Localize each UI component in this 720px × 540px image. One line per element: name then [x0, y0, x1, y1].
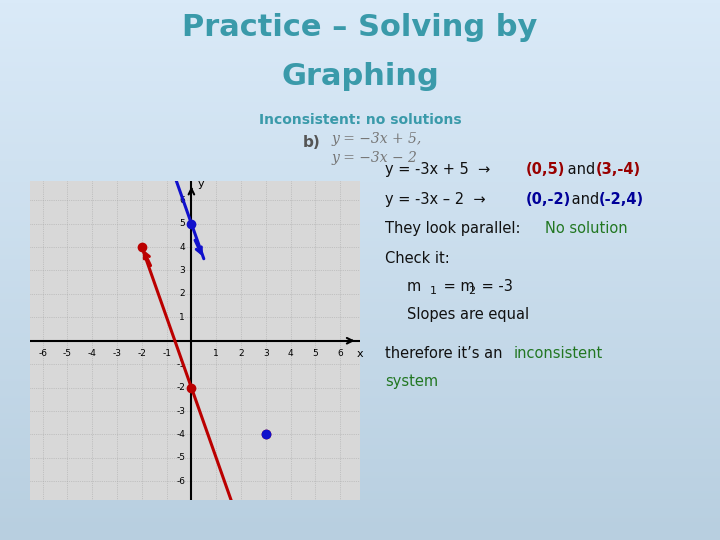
Text: -4: -4 — [176, 430, 185, 439]
Text: y: y — [197, 179, 204, 189]
Text: -3: -3 — [112, 349, 122, 358]
Text: They look parallel:: They look parallel: — [385, 221, 534, 237]
Text: -3: -3 — [176, 407, 185, 415]
Text: -5: -5 — [176, 454, 185, 462]
Text: 2: 2 — [179, 289, 185, 299]
Text: (-2,4): (-2,4) — [598, 192, 644, 207]
Text: 1: 1 — [179, 313, 185, 322]
Text: and: and — [563, 162, 600, 177]
Text: -4: -4 — [88, 349, 96, 358]
Text: Practice – Solving by: Practice – Solving by — [182, 14, 538, 43]
Text: Graphing: Graphing — [281, 62, 439, 91]
Text: -1: -1 — [176, 360, 185, 369]
Text: y = −3x + 5,: y = −3x + 5, — [331, 132, 421, 146]
Text: 2: 2 — [238, 349, 244, 358]
Text: 3: 3 — [263, 349, 269, 358]
Text: -1: -1 — [162, 349, 171, 358]
Text: 5: 5 — [179, 219, 185, 228]
Text: Slopes are equal: Slopes are equal — [407, 307, 529, 322]
Text: 6: 6 — [179, 195, 185, 205]
Text: therefore it’s an: therefore it’s an — [385, 346, 508, 361]
Text: y = -3x + 5  →: y = -3x + 5 → — [385, 162, 500, 177]
Text: inconsistent: inconsistent — [513, 346, 603, 361]
Text: -5: -5 — [63, 349, 72, 358]
Text: 3: 3 — [179, 266, 185, 275]
Text: = m: = m — [439, 279, 474, 294]
Text: Inconsistent: no solutions: Inconsistent: no solutions — [258, 113, 462, 127]
Text: = -3: = -3 — [477, 279, 513, 294]
Text: 4: 4 — [288, 349, 293, 358]
Text: y = -3x – 2  →: y = -3x – 2 → — [385, 192, 495, 207]
Text: and: and — [567, 192, 603, 207]
Text: b): b) — [302, 135, 320, 150]
Text: No solution: No solution — [545, 221, 628, 237]
Text: -2: -2 — [138, 349, 146, 358]
Text: -6: -6 — [38, 349, 47, 358]
Text: -6: -6 — [176, 477, 185, 486]
Text: (3,-4): (3,-4) — [595, 162, 641, 177]
Text: 2: 2 — [468, 286, 475, 296]
Text: 1: 1 — [213, 349, 219, 358]
Text: 6: 6 — [337, 349, 343, 358]
Text: x: x — [356, 349, 364, 359]
Text: -2: -2 — [176, 383, 185, 392]
Text: system: system — [385, 374, 438, 389]
Text: 1: 1 — [430, 286, 437, 296]
Text: 5: 5 — [312, 349, 318, 358]
Text: m: m — [407, 279, 421, 294]
Text: (0,5): (0,5) — [526, 162, 565, 177]
Text: Check it:: Check it: — [385, 251, 450, 266]
Text: (0,-2): (0,-2) — [526, 192, 571, 207]
Text: 4: 4 — [179, 242, 185, 252]
Text: y = −3x − 2: y = −3x − 2 — [331, 151, 417, 165]
